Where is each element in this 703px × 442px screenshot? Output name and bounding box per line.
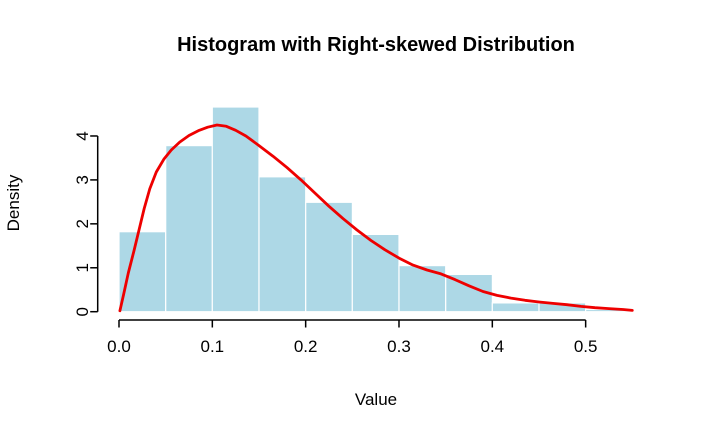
y-tick-label: 3: [73, 175, 92, 184]
histogram-bar: [491, 302, 540, 313]
y-tick-label: 1: [73, 263, 92, 272]
y-tick-label: 2: [73, 219, 92, 228]
x-tick-label: 0.4: [480, 337, 504, 356]
density-curve: [118, 123, 634, 313]
histogram-bar: [211, 106, 260, 313]
y-tick-label: 0: [73, 307, 92, 316]
histogram-bar: [351, 233, 400, 313]
histogram-bar: [118, 231, 167, 313]
x-tick-label: 0.0: [107, 337, 131, 356]
x-tick-label: 0.2: [294, 337, 318, 356]
x-tick-label: 0.3: [387, 337, 411, 356]
histogram-bar: [258, 176, 307, 313]
chart-title: Histogram with Right-skewed Distribution: [177, 34, 575, 56]
x-tick-label: 0.1: [201, 337, 225, 356]
x-axis-label: Value: [354, 390, 398, 409]
y-tick-label: 4: [73, 131, 92, 140]
histogram-bar: [305, 201, 354, 313]
x-tick-label: 0.5: [574, 337, 598, 356]
y-axis-label: Density: [4, 174, 23, 232]
histogram-bar: [165, 145, 213, 313]
